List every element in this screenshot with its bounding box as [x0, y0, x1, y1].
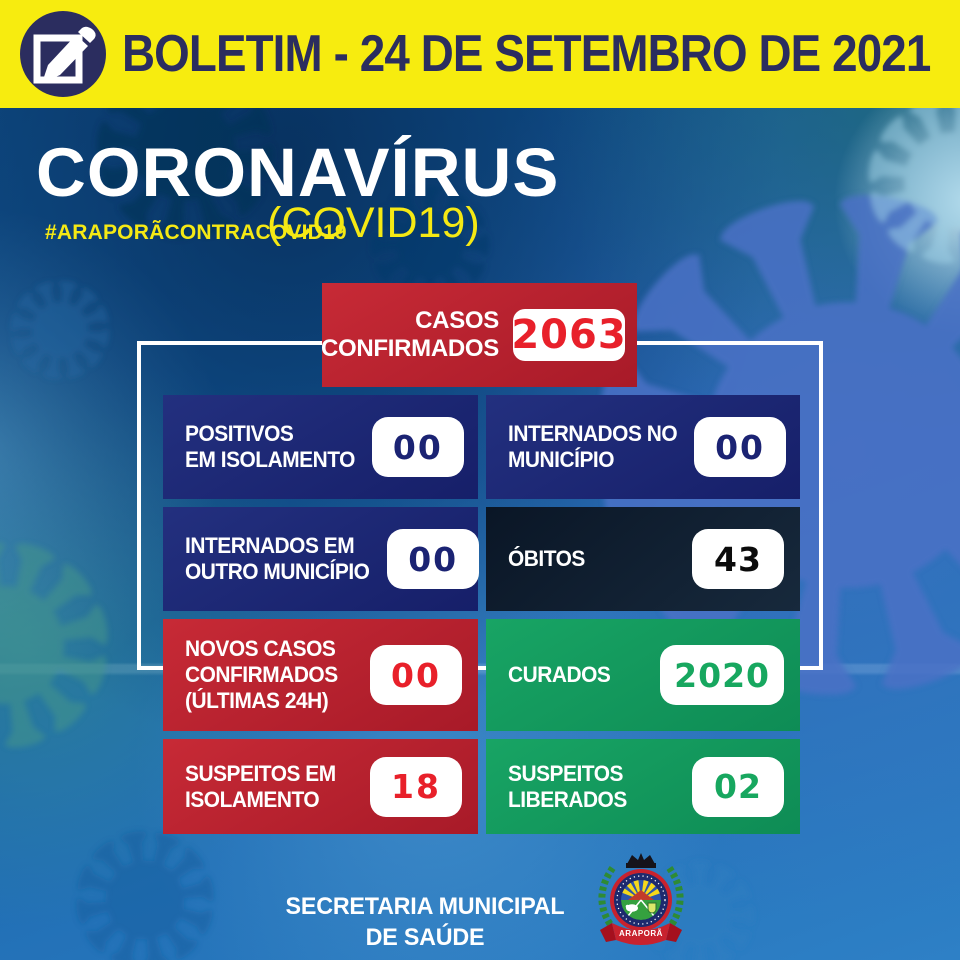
stat-value-curados: 2020 — [660, 645, 784, 705]
stat-label-curados: CURADOS — [508, 662, 611, 688]
confirmed-cases-label: CASOS CONFIRMADOS — [320, 307, 499, 362]
stat-box-curados: CURADOS 2020 — [486, 619, 800, 731]
confirmed-cases-value: 2063 — [511, 309, 626, 361]
stat-value-internados-em-outro-municipio: 00 — [387, 529, 480, 589]
stat-label-suspeitos-liberados: SUSPEITOS LIBERADOS — [508, 760, 627, 812]
stat-value-suspeitos-em-isolamento: 18 — [370, 756, 462, 817]
crest-crown — [627, 853, 655, 864]
stat-box-suspeitos-em-isolamento: SUSPEITOS EM ISOLAMENTO 18 — [163, 739, 478, 834]
wreath-right — [665, 863, 684, 926]
stat-label-suspeitos-em-isolamento: SUSPEITOS EM ISOLAMENTO — [185, 760, 336, 812]
wreath-left — [598, 863, 617, 926]
crest-ribbon — [612, 923, 670, 945]
stat-label-novos-casos-confirmados-ultimas-24h: NOVOS CASOS CONFIRMADOS (ÚLTIMAS 24H) — [185, 636, 338, 713]
covid19-subtitle: (COVID19) — [267, 199, 480, 247]
stat-label-positivos-em-isolamento: POSITIVOS EM ISOLAMENTO — [185, 421, 355, 472]
stat-label-internados-no-municipio: INTERNADOS NO MUNICÍPIO — [508, 421, 678, 472]
stat-value-obitos: 43 — [692, 529, 784, 589]
campaign-hashtag: #ARAPORÃCONTRACOVID19 — [45, 221, 347, 244]
stat-box-obitos: ÓBITOS 43 — [486, 507, 800, 611]
stat-value-novos-casos-confirmados-ultimas-24h: 00 — [370, 645, 462, 705]
confirmed-cases-box: CASOS CONFIRMADOS 2063 — [320, 283, 637, 387]
page-title: CORONAVÍRUS — [36, 134, 560, 211]
stat-label-internados-em-outro-municipio: INTERNADOS EM OUTRO MUNICÍPIO — [185, 533, 370, 584]
stat-box-suspeitos-liberados: SUSPEITOS LIBERADOS 02 — [486, 739, 800, 834]
header-bar: BOLETIM - 24 DE SETEMBRO DE 2021 — [0, 0, 960, 108]
crest-scene — [621, 880, 661, 920]
footer-org-name: SECRETARIA MUNICIPAL DE SAÚDE — [285, 893, 565, 951]
stat-value-internados-no-municipio: 00 — [694, 417, 787, 477]
stat-box-internados-em-outro-municipio: INTERNADOS EM OUTRO MUNICÍPIO 00 — [163, 507, 480, 611]
edit-icon — [20, 11, 106, 97]
stat-value-positivos-em-isolamento: 00 — [371, 417, 464, 477]
stat-label-obitos: ÓBITOS — [508, 546, 585, 572]
crest-city-name: ARAPORÃ — [619, 929, 663, 938]
stat-box-positivos-em-isolamento: POSITIVOS EM ISOLAMENTO 00 — [163, 395, 478, 499]
stat-box-internados-no-municipio: INTERNADOS NO MUNICÍPIO 00 — [486, 395, 800, 499]
stat-box-novos-casos-confirmados-ultimas-24h: NOVOS CASOS CONFIRMADOS (ÚLTIMAS 24H) 00 — [163, 619, 478, 731]
stat-value-suspeitos-liberados: 02 — [692, 756, 784, 817]
municipal-crest: ARAPORÃ — [598, 853, 684, 945]
stats-grid: POSITIVOS EM ISOLAMENTO 00 INTERNADOS NO MUN… — [163, 395, 800, 834]
bulletin-title: BOLETIM - 24 DE SETEMBRO DE 2021 — [122, 25, 931, 83]
